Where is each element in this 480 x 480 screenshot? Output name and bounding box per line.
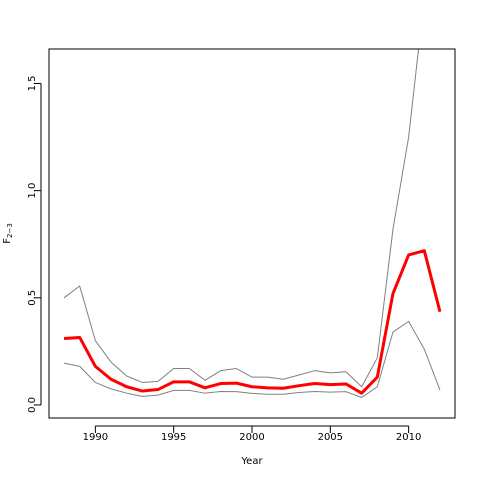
y-axis-title: F2−3 <box>2 223 14 244</box>
x-axis-ticks: 1990 1995 2000 2005 2010 <box>83 426 421 443</box>
y-axis: 0.0 0.5 1.0 1.5 <box>27 76 42 413</box>
y-axis-title-main: F <box>2 238 13 244</box>
y-tick-label: 0.0 <box>27 397 38 413</box>
x-axis-title: Year <box>240 456 263 467</box>
series-line-upper-bound <box>63 49 420 388</box>
plot-frame <box>48 48 456 419</box>
x-tick-label: 2010 <box>396 432 421 443</box>
x-tick-label: 2000 <box>239 432 264 443</box>
y-axis-title-subscript: 2−3 <box>6 223 14 238</box>
y-tick-label: 1.0 <box>27 183 38 199</box>
x-tick-label: 1995 <box>161 432 186 443</box>
y-axis-ticks: 0.0 0.5 1.0 1.5 <box>27 76 41 413</box>
series-line-lower-bound <box>63 320 441 398</box>
y-tick-label: 0.5 <box>27 290 38 306</box>
x-tick-label: 2005 <box>318 432 343 443</box>
x-axis: 1990 1995 2000 2005 2010 <box>83 425 421 443</box>
series-group <box>63 49 442 398</box>
series-line-estimate <box>63 249 442 395</box>
y-tick-label: 1.5 <box>27 76 38 92</box>
x-tick-label: 1990 <box>83 432 108 443</box>
